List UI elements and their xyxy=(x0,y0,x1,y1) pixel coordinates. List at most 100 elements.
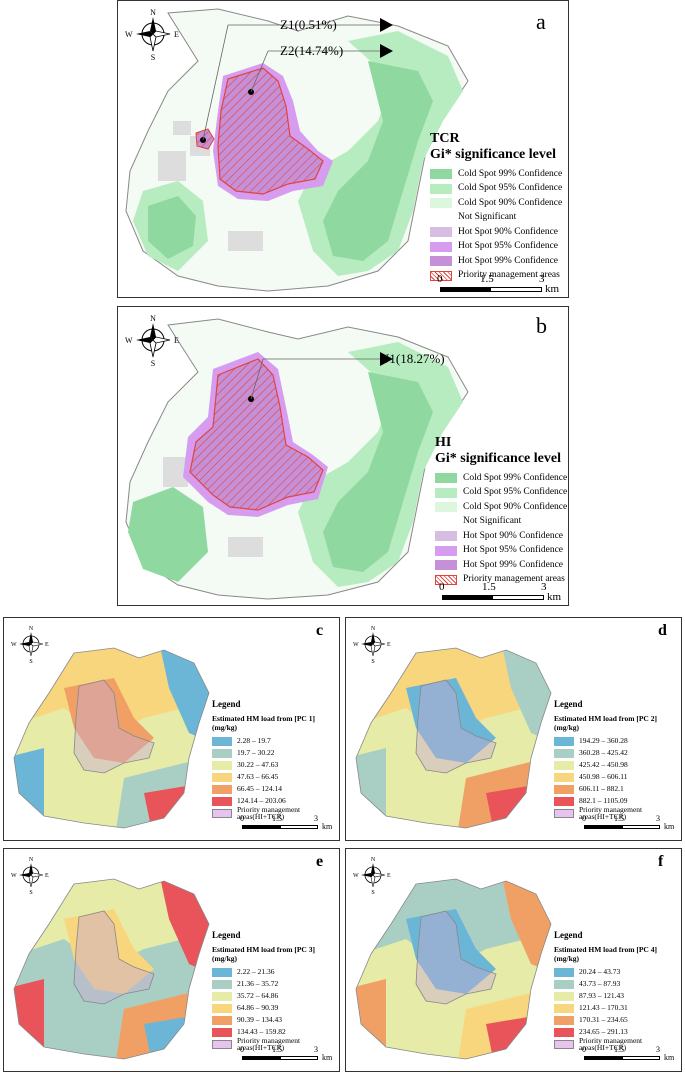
pc-load-map: N S E W xyxy=(11,626,210,829)
svg-text:S: S xyxy=(371,659,374,665)
legend-swatch xyxy=(212,808,232,818)
panel-f-pc4-map: N S E W f Legend Estimated HM load from … xyxy=(345,848,682,1072)
leader-line-y1 xyxy=(250,358,264,400)
north-arrow-icon: N S E W xyxy=(125,8,179,62)
legend-tcr: TCR Gi* significance level Cold Spot 99%… xyxy=(430,131,562,283)
legend-swatch xyxy=(554,748,574,758)
svg-text:N: N xyxy=(150,314,156,323)
legend-label: 19.7 – 30.22 xyxy=(237,748,275,758)
north-arrow-icon: N S E W xyxy=(11,857,49,896)
legend-pc: Legend Estimated HM load from [PC 1] (mg… xyxy=(212,700,338,820)
legend-label: 43.73 – 87.93 xyxy=(579,979,621,989)
legend-item: 2.22 – 21.36 xyxy=(212,966,338,978)
legend-label: 21.36 – 35.72 xyxy=(237,979,279,989)
legend-label: Cold Spot 95% Confidence xyxy=(458,183,563,193)
svg-text:N: N xyxy=(29,857,34,863)
legend-swatch xyxy=(430,227,452,238)
legend-label: Not Significant xyxy=(458,212,517,222)
legend-swatch xyxy=(430,198,452,209)
svg-text:S: S xyxy=(151,359,155,368)
svg-text:E: E xyxy=(45,642,49,648)
legend-swatch xyxy=(212,784,232,794)
legend-label: 20.24 – 43.73 xyxy=(579,967,621,977)
legend-label: Cold Spot 95% Confidence xyxy=(463,487,568,497)
legend-label: 30.22 – 47.63 xyxy=(237,760,279,770)
legend-item: 19.7 – 30.22 xyxy=(212,747,338,759)
legend-item: 234.65 – 291.13 xyxy=(554,1026,680,1038)
legend-item: Priority management areas(HI+TCR) xyxy=(554,1035,680,1052)
legend-label: Hot Spot 95% Confidence xyxy=(458,241,559,251)
panel-letter-b: b xyxy=(536,313,547,338)
legend-swatch xyxy=(554,967,574,977)
panel-a-tcr-map: N S E W Z1(0.51%) Z2(14.74%) a TCR Gi* s… xyxy=(117,0,569,298)
legend-swatch xyxy=(554,979,574,989)
legend-label: 35.72 – 64.86 xyxy=(237,991,279,1001)
legend-swatch xyxy=(554,784,574,794)
legend-label: 64.86 – 90.39 xyxy=(237,1003,279,1013)
legend-item: 64.86 – 90.39 xyxy=(212,1002,338,1014)
svg-text:S: S xyxy=(371,890,374,896)
legend-label: Hot Spot 95% Confidence xyxy=(463,545,564,555)
legend-label: Priority management areas(HI+TCR) xyxy=(579,1035,643,1052)
legend-label: 450.98 – 606.11 xyxy=(579,772,628,782)
pc-load-map: N S E W xyxy=(353,857,552,1060)
legend-swatch xyxy=(554,991,574,1001)
legend-swatch xyxy=(212,760,232,770)
priority-area-y1 xyxy=(190,359,323,510)
svg-text:S: S xyxy=(29,890,32,896)
legend-hi: HI Gi* significance level Cold Spot 99% … xyxy=(435,435,567,587)
legend-item: 360.28 – 425.42 xyxy=(554,747,680,759)
legend-item: Hot Spot 95% Confidence xyxy=(435,544,567,559)
svg-text:W: W xyxy=(125,30,133,39)
cold-spot-west-core xyxy=(148,196,196,259)
priority-area-outline xyxy=(73,679,155,774)
legend-item: 20.24 – 43.73 xyxy=(554,966,680,978)
legend-item: 425.42 – 450.98 xyxy=(554,759,680,771)
legend-swatch xyxy=(435,574,457,585)
legend-swatch xyxy=(212,736,232,746)
arrowhead-y1 xyxy=(380,352,393,366)
legend-label: 47.63 – 66.45 xyxy=(237,772,279,782)
tcr-hotspot-map: N S E W xyxy=(125,8,469,292)
legend-label: Cold Spot 99% Confidence xyxy=(458,168,563,179)
svg-text:E: E xyxy=(174,30,179,39)
legend-swatch xyxy=(435,560,457,571)
svg-text:N: N xyxy=(371,626,376,632)
legend-item: Hot Spot 95% Confidence xyxy=(430,240,562,255)
legend-item: Not Significant xyxy=(435,515,567,530)
arrowhead-z1 xyxy=(380,18,393,32)
legend-label: Cold Spot 99% Confidence xyxy=(463,472,568,483)
legend-label: Priority management areas xyxy=(458,270,560,280)
legend-label: Hot Spot 99% Confidence xyxy=(463,559,564,570)
legend-item: Priority management areas(HI+TCR) xyxy=(212,1036,338,1051)
legend-swatch xyxy=(212,796,232,806)
legend-label: Not Significant xyxy=(463,516,522,526)
callout-y1: Y1(18.27%) xyxy=(380,351,445,366)
legend-item: Hot Spot 99% Confidence xyxy=(435,558,567,573)
legend-swatch xyxy=(212,1015,232,1025)
panel-letter-d: d xyxy=(658,622,667,639)
legend-label: 170.31 – 234.65 xyxy=(579,1015,628,1025)
legend-swatch xyxy=(435,473,457,484)
legend-label: 124.14 – 203.06 xyxy=(237,796,286,806)
legend-item: Cold Spot 95% Confidence xyxy=(435,486,567,501)
north-arrow-icon: N S E W xyxy=(353,857,391,896)
svg-text:W: W xyxy=(125,336,133,345)
legend-item: Hot Spot 90% Confidence xyxy=(435,529,567,544)
legend-swatch xyxy=(212,967,232,977)
legend-swatch xyxy=(554,796,574,806)
legend-pc: Legend Estimated HM load from [PC 3] (mg… xyxy=(212,931,338,1051)
legend-item: 124.14 – 203.06 xyxy=(212,795,338,807)
legend-item: Hot Spot 90% Confidence xyxy=(430,225,562,240)
svg-text:W: W xyxy=(353,873,359,879)
legend-item: 47.63 – 66.45 xyxy=(212,771,338,783)
legend-item: 121.43 – 170.31 xyxy=(554,1002,680,1014)
legend-label: 87.93 – 121.43 xyxy=(579,991,624,1001)
pc-load-map: N S E W xyxy=(353,626,552,829)
legend-swatch xyxy=(554,1039,574,1049)
legend-label: Cold Spot 90% Confidence xyxy=(463,501,568,512)
panel-d-pc2-map: N S E W d Legend Estimated HM load from … xyxy=(345,617,682,841)
svg-text:E: E xyxy=(174,336,179,345)
legend-swatch xyxy=(554,760,574,770)
legend-swatch xyxy=(430,256,452,267)
